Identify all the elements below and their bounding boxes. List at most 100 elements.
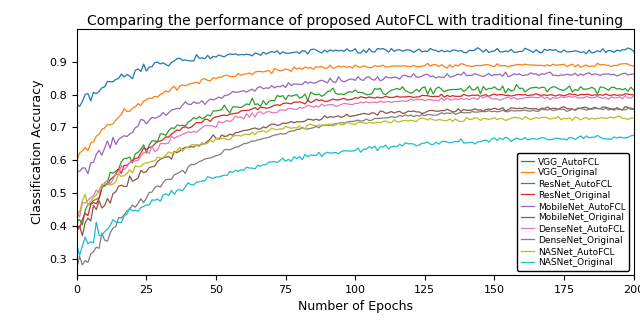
ResNet_AutoFCL bbox=[588, 85, 596, 89]
MobileNet_AutoFCL bbox=[126, 132, 134, 136]
MobileNet_AutoFCL bbox=[84, 172, 92, 176]
MobileNet_Original bbox=[630, 108, 637, 111]
NASNet_Original bbox=[76, 253, 83, 257]
MobileNet_AutoFCL bbox=[502, 70, 509, 74]
Line: VGG_AutoFCL: VGG_AutoFCL bbox=[77, 48, 634, 107]
DenseNet_Original bbox=[307, 126, 314, 130]
NASNet_Original bbox=[310, 153, 317, 157]
MobileNet_AutoFCL bbox=[310, 81, 317, 85]
ResNet_AutoFCL bbox=[630, 88, 637, 92]
DenseNet_AutoFCL bbox=[376, 99, 384, 103]
MobileNet_Original bbox=[76, 224, 83, 228]
ResNet_AutoFCL bbox=[279, 94, 287, 98]
ResNet_AutoFCL bbox=[79, 223, 86, 227]
VGG_AutoFCL bbox=[79, 100, 86, 103]
VGG_AutoFCL bbox=[73, 102, 81, 106]
MobileNet_Original bbox=[310, 118, 317, 122]
MobileNet_AutoFCL bbox=[630, 72, 637, 76]
NASNet_AutoFCL bbox=[376, 121, 384, 125]
VGG_Original bbox=[424, 61, 431, 65]
DenseNet_AutoFCL bbox=[279, 108, 287, 112]
VGG_Original bbox=[585, 65, 593, 68]
ResNet_Original bbox=[588, 94, 596, 98]
DenseNet_AutoFCL bbox=[79, 201, 86, 205]
VGG_Original bbox=[123, 109, 131, 113]
ResNet_Original bbox=[76, 226, 83, 230]
DenseNet_Original bbox=[630, 107, 637, 111]
NASNet_Original bbox=[630, 133, 637, 137]
ResNet_Original bbox=[79, 218, 86, 222]
NASNet_AutoFCL bbox=[310, 124, 317, 127]
NASNet_Original bbox=[126, 206, 134, 210]
VGG_AutoFCL bbox=[126, 74, 134, 78]
MobileNet_Original bbox=[126, 174, 134, 178]
MobileNet_AutoFCL bbox=[76, 169, 83, 173]
MobileNet_AutoFCL bbox=[279, 83, 287, 87]
NASNet_AutoFCL bbox=[555, 115, 563, 118]
ResNet_AutoFCL bbox=[126, 155, 134, 159]
Line: DenseNet_Original: DenseNet_Original bbox=[77, 108, 634, 268]
VGG_Original bbox=[76, 151, 83, 155]
DenseNet_Original bbox=[276, 132, 284, 136]
VGG_AutoFCL bbox=[376, 47, 384, 51]
NASNet_AutoFCL bbox=[73, 209, 81, 213]
Title: Comparing the performance of proposed AutoFCL with traditional fine-tuning: Comparing the performance of proposed Au… bbox=[87, 14, 623, 28]
DenseNet_AutoFCL bbox=[76, 215, 83, 219]
MobileNet_Original bbox=[376, 109, 384, 113]
ResNet_AutoFCL bbox=[76, 218, 83, 221]
NASNet_Original bbox=[73, 242, 81, 246]
ResNet_Original bbox=[73, 223, 81, 227]
NASNet_Original bbox=[376, 145, 384, 149]
DenseNet_AutoFCL bbox=[126, 160, 134, 164]
ResNet_Original bbox=[630, 93, 637, 97]
DenseNet_Original bbox=[374, 116, 381, 120]
ResNet_AutoFCL bbox=[376, 86, 384, 90]
NASNet_AutoFCL bbox=[79, 199, 86, 203]
ResNet_Original bbox=[532, 92, 540, 96]
Legend: VGG_AutoFCL, VGG_Original, ResNet_AutoFCL, ResNet_Original, MobileNet_AutoFCL, M: VGG_AutoFCL, VGG_Original, ResNet_AutoFC… bbox=[517, 153, 629, 271]
DenseNet_Original bbox=[73, 267, 81, 270]
DenseNet_AutoFCL bbox=[585, 95, 593, 99]
Line: MobileNet_AutoFCL: MobileNet_AutoFCL bbox=[77, 72, 634, 174]
DenseNet_Original bbox=[76, 254, 83, 258]
DenseNet_AutoFCL bbox=[621, 94, 629, 98]
DenseNet_AutoFCL bbox=[73, 210, 81, 213]
VGG_AutoFCL bbox=[310, 47, 317, 51]
X-axis label: Number of Epochs: Number of Epochs bbox=[298, 300, 413, 314]
NASNet_AutoFCL bbox=[76, 211, 83, 214]
MobileNet_Original bbox=[621, 105, 629, 108]
Line: MobileNet_Original: MobileNet_Original bbox=[77, 107, 634, 236]
VGG_AutoFCL bbox=[588, 51, 596, 55]
MobileNet_Original bbox=[585, 107, 593, 111]
VGG_Original bbox=[73, 159, 81, 163]
VGG_Original bbox=[307, 66, 314, 69]
MobileNet_Original bbox=[73, 229, 81, 233]
ResNet_Original bbox=[126, 161, 134, 164]
VGG_Original bbox=[276, 69, 284, 73]
DenseNet_Original bbox=[574, 106, 582, 110]
DenseNet_AutoFCL bbox=[310, 105, 317, 109]
ResNet_Original bbox=[376, 96, 384, 100]
ResNet_Original bbox=[310, 99, 317, 103]
NASNet_Original bbox=[585, 136, 593, 140]
NASNet_AutoFCL bbox=[126, 168, 134, 172]
MobileNet_AutoFCL bbox=[376, 79, 384, 83]
ResNet_Original bbox=[279, 102, 287, 106]
NASNet_Original bbox=[79, 244, 86, 248]
NASNet_AutoFCL bbox=[588, 116, 596, 120]
VGG_Original bbox=[374, 64, 381, 68]
NASNet_AutoFCL bbox=[630, 116, 637, 120]
VGG_AutoFCL bbox=[279, 50, 287, 54]
Line: DenseNet_AutoFCL: DenseNet_AutoFCL bbox=[77, 96, 634, 217]
Line: NASNet_AutoFCL: NASNet_AutoFCL bbox=[77, 116, 634, 212]
MobileNet_AutoFCL bbox=[73, 169, 81, 173]
VGG_Original bbox=[630, 64, 637, 68]
Y-axis label: Classification Accuracy: Classification Accuracy bbox=[31, 80, 44, 224]
Line: ResNet_AutoFCL: ResNet_AutoFCL bbox=[77, 84, 634, 225]
DenseNet_Original bbox=[123, 209, 131, 213]
ResNet_AutoFCL bbox=[513, 83, 520, 86]
NASNet_Original bbox=[279, 156, 287, 160]
Line: ResNet_Original: ResNet_Original bbox=[77, 94, 634, 228]
MobileNet_Original bbox=[279, 121, 287, 125]
ResNet_AutoFCL bbox=[310, 92, 317, 96]
